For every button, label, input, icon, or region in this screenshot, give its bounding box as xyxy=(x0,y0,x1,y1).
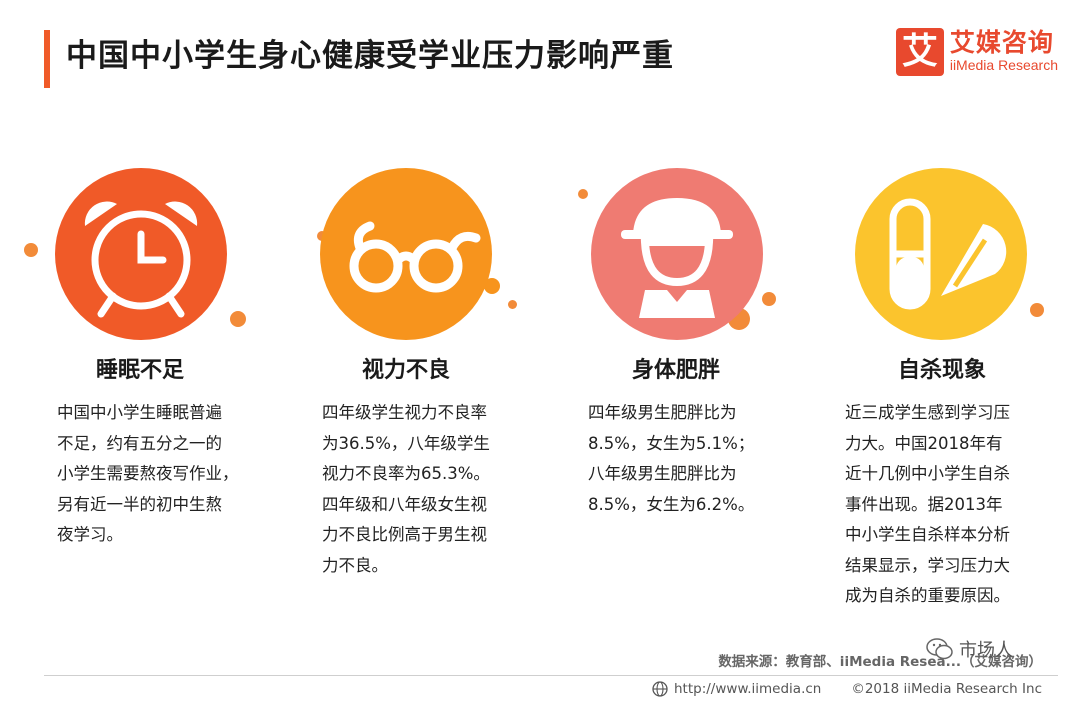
data-source: 数据来源：教育部、iiMedia Resea...（艾媒咨询） xyxy=(718,654,1042,670)
card-title-vision: 视力不良 xyxy=(361,358,450,383)
alarm-clock-icon xyxy=(84,201,198,318)
decor-dot xyxy=(762,292,776,306)
sleep-icon-circle xyxy=(55,168,227,340)
card-title-obesity: 身体肥胖 xyxy=(631,358,720,383)
decor-dot xyxy=(1030,303,1044,317)
text-line: 近三成学生感到学习压 xyxy=(845,403,1010,422)
pills-icon xyxy=(889,198,1007,310)
suicide-icon-circle xyxy=(855,168,1027,340)
text-line: 不足，约有五分之一的 xyxy=(57,433,222,453)
footer-url[interactable]: http://www.iimedia.cn xyxy=(652,681,821,697)
page-title: 中国中小学生身心健康受学业压力影响严重 xyxy=(66,38,674,74)
text-line: 中小学生自杀样本分析 xyxy=(845,525,1010,544)
footer-url-text[interactable]: http://www.iimedia.cn xyxy=(674,681,822,697)
text-line: 结果显示，学习压力大 xyxy=(845,555,1010,575)
wechat-icon xyxy=(926,638,953,660)
globe-icon xyxy=(652,681,668,697)
text-line: 事件出现。据2013年 xyxy=(845,494,1003,514)
brand-logo-icon: 艾 xyxy=(895,28,944,76)
card-title-sleep: 睡眠不足 xyxy=(95,358,184,383)
decor-dot xyxy=(508,300,517,309)
glasses-icon xyxy=(349,221,481,293)
student-cap-icon xyxy=(621,198,733,318)
footer-divider xyxy=(44,675,1058,676)
text-line: 成为自杀的重要原因。 xyxy=(845,586,1010,605)
footer-copyright: ©2018 iiMedia Research Inc xyxy=(851,681,1042,697)
decor-dot xyxy=(578,189,588,199)
text-line: 中国中小学生睡眠普遍 xyxy=(57,403,222,422)
text-line: 近十几例中小学生自杀 xyxy=(845,464,1010,483)
text-line: 8.5%，女生为5.1%； xyxy=(588,433,755,453)
text-line: 夜学习。 xyxy=(57,525,123,544)
card-text-obesity: 四年级男生肥胖比为 8.5%，女生为5.1%； 八年级男生肥胖比为 8.5%，女… xyxy=(588,398,754,520)
text-line: 四年级和八年级女生视 xyxy=(322,494,487,514)
vision-icon-circle xyxy=(320,168,492,340)
decor-dot xyxy=(24,243,38,257)
brand-name-en: iiMedia Research xyxy=(949,56,1058,73)
text-line: 力不良。 xyxy=(322,555,388,575)
card-text-suicide: 近三成学生感到学习压 力大。中国2018年有 近十几例中小学生自杀 事件出现。据… xyxy=(845,398,1010,612)
obesity-icon-circle xyxy=(591,168,763,340)
text-line: 四年级男生肥胖比为 xyxy=(588,403,737,422)
decor-dot xyxy=(484,278,500,294)
card-title-suicide: 自杀现象 xyxy=(897,358,986,383)
watermark-text: 市场人 xyxy=(959,640,1013,661)
text-line: 八年级男生肥胖比为 xyxy=(588,464,737,483)
title-accent-bar xyxy=(44,30,50,88)
text-line: 视力不良率为65.3%。 xyxy=(322,464,490,483)
text-line: 小学生需要熬夜写作业， xyxy=(57,464,239,483)
decor-dot xyxy=(230,311,246,327)
text-line: 力不良比例高于男生视 xyxy=(322,525,487,544)
watermark: 市场人 xyxy=(925,634,1013,664)
card-text-vision: 四年级学生视力不良率 为36.5%，八年级学生 视力不良率为65.3%。 四年级… xyxy=(322,398,490,581)
brand-logo-block: 艾 艾媒咨询 iiMedia Research xyxy=(895,28,1058,76)
text-line: 为36.5%，八年级学生 xyxy=(322,433,490,453)
card-text-sleep: 中国中小学生睡眠普遍 不足，约有五分之一的 小学生需要熬夜写作业， 另有近一半的… xyxy=(57,398,239,551)
brand-name-cn: 艾媒咨询 xyxy=(949,28,1054,58)
text-line: 四年级学生视力不良率 xyxy=(322,403,487,422)
text-line: 力大。中国2018年有 xyxy=(845,433,1003,453)
text-line: 8.5%，女生为6.2%。 xyxy=(588,494,755,514)
text-line: 另有近一半的初中生熬 xyxy=(57,494,222,514)
